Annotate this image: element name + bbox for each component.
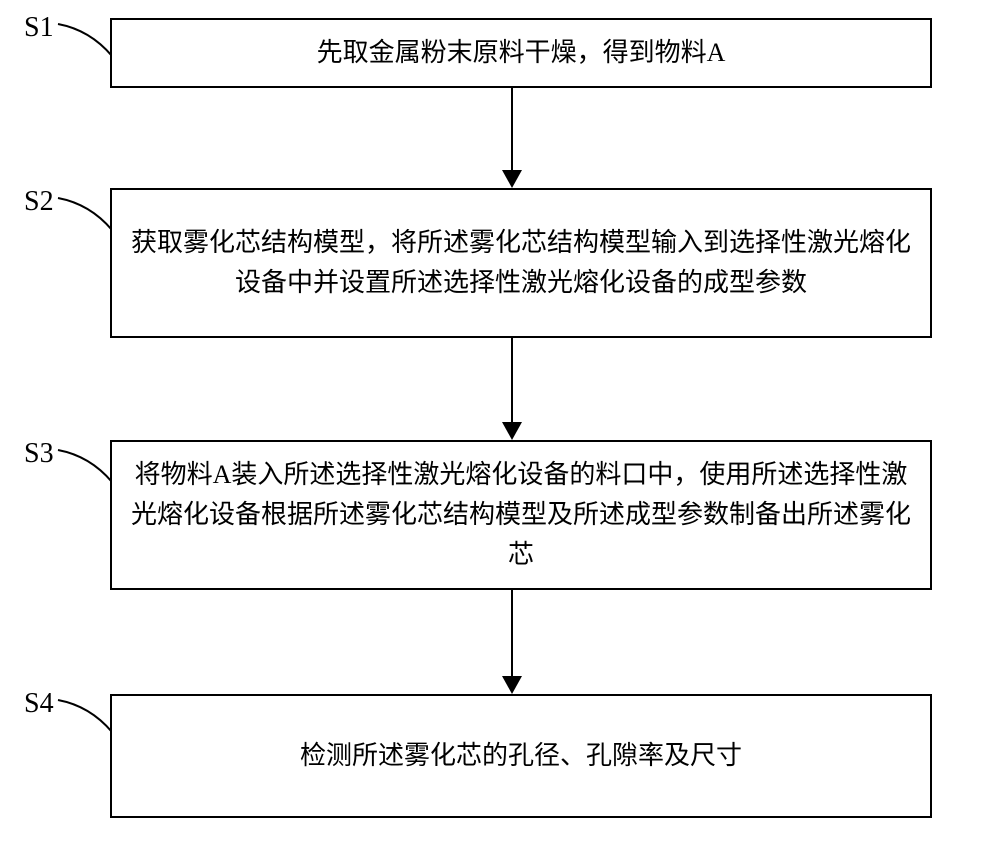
step-text-s1: 先取金属粉末原料干燥，得到物料A (317, 33, 726, 73)
flowchart-canvas: S1 先取金属粉末原料干燥，得到物料A S2 获取雾化芯结构模型，将所述雾化芯结… (0, 0, 1000, 841)
step-label-s3: S3 (24, 438, 54, 470)
step-box-s2: 获取雾化芯结构模型，将所述雾化芯结构模型输入到选择性激光熔化设备中并设置所述选择… (110, 188, 932, 338)
arrow-s1-s2 (498, 88, 526, 188)
step-label-s4: S4 (24, 688, 54, 720)
step-box-s3: 将物料A装入所述选择性激光熔化设备的料口中，使用所述选择性激光熔化设备根据所述雾… (110, 440, 932, 590)
step-text-s3: 将物料A装入所述选择性激光熔化设备的料口中，使用所述选择性激光熔化设备根据所述雾… (126, 455, 916, 576)
arrow-s2-s3 (498, 338, 526, 440)
step-text-s4: 检测所述雾化芯的孔径、孔隙率及尺寸 (300, 736, 742, 776)
arrow-s3-s4 (498, 590, 526, 694)
step-box-s1: 先取金属粉末原料干燥，得到物料A (110, 18, 932, 88)
step-label-s2: S2 (24, 186, 54, 218)
step-label-s1: S1 (24, 12, 54, 44)
step-text-s2: 获取雾化芯结构模型，将所述雾化芯结构模型输入到选择性激光熔化设备中并设置所述选择… (126, 223, 916, 304)
step-box-s4: 检测所述雾化芯的孔径、孔隙率及尺寸 (110, 694, 932, 818)
